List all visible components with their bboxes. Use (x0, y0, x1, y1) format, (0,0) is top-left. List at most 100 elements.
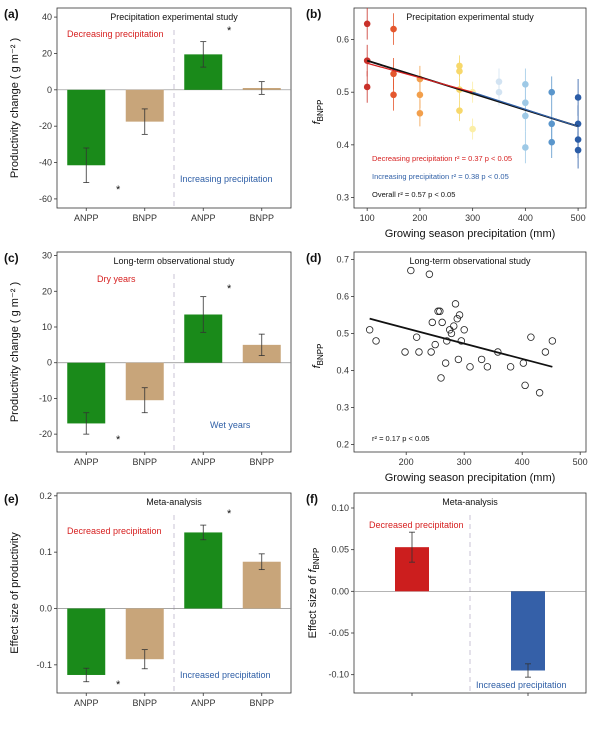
panel-a-frame (56, 7, 292, 209)
panel-b-ylabel-sub: BNPP (316, 100, 325, 122)
panel-a-ytick-label-3: 0 (47, 85, 52, 95)
panel-d-xtick-label-0: 200 (399, 457, 414, 467)
panel-d-point-6 (425, 270, 434, 278)
panel-e-xtick-label-0: ANPP (74, 698, 99, 708)
panel-d: (d) Long-term observational study fBNPP … (306, 251, 588, 484)
panel-d-point-27 (483, 363, 492, 371)
panel-e-xtick-label-3: BNPP (249, 698, 274, 708)
panel-d-ytick-label-4: 0.6 (336, 291, 349, 301)
panel-e-bars: -0.1 0.0 0.1 0.2 ANPP BNPP ANPP BNPP (36, 491, 291, 708)
panel-d-point-26 (477, 355, 486, 364)
panel-c-ytick-label-2: 0 (47, 358, 52, 368)
panel-b-fit-line-1 (367, 62, 473, 93)
panel-b-xtick-label-0: 100 (360, 213, 375, 223)
panel-d-point-30 (519, 359, 528, 367)
panel-d-frame (353, 251, 587, 453)
panel-c-ytick-label-5: 30 (42, 251, 52, 261)
panel-b-xtick-label-1: 200 (412, 213, 427, 223)
panel-c-xtick-label-0: ANPP (74, 457, 99, 467)
panel-b: (b) Precipitation experimental study fBN… (306, 7, 587, 240)
panel-b-ytick-label-1: 0.4 (336, 140, 349, 150)
panel-e-bar-2 (184, 532, 223, 609)
panel-e-right-star: * (227, 508, 232, 520)
panel-b-xtick-label-4: 500 (571, 213, 586, 223)
panel-b-frame (353, 7, 587, 209)
panel-c-left-annotation: Dry years (97, 274, 136, 284)
panel-e: (e) Meta-analysis Effect size of product… (4, 491, 292, 708)
panel-d-point-32 (527, 333, 535, 341)
panel-d-ytick-label-0: 0.2 (336, 440, 349, 450)
panel-b-point-7 (416, 91, 424, 99)
panel-d-point-0 (365, 326, 374, 334)
panel-d-point-18 (450, 322, 458, 330)
panel-b-point-0 (363, 20, 371, 28)
panel-a-letter: (a) (4, 7, 19, 21)
panel-a-right-star: * (227, 25, 232, 37)
panel-b-point-16 (495, 88, 503, 96)
panel-d-point-20 (453, 314, 461, 323)
panel-f-ylabel-sub: BNPP (312, 548, 321, 570)
panel-d-point-25 (466, 363, 474, 371)
panel-f-title: Meta-analysis (442, 497, 498, 507)
panel-c-ytick-label-0: -20 (39, 429, 52, 439)
panel-c: (c) Long-term observational study Produc… (4, 251, 292, 467)
panel-f: (f) Meta-analysis Effect size of fBNPP D… (306, 492, 587, 696)
panel-d-point-3 (407, 266, 415, 275)
panel-d-title: Long-term observational study (409, 256, 531, 266)
panel-d-point-35 (548, 337, 557, 345)
panel-e-right-annotation: Increased precipitation (180, 670, 271, 680)
panel-b-point-4 (390, 70, 397, 78)
panel-d-point-9 (431, 340, 439, 349)
panel-d-ylabel-sub: BNPP (316, 344, 325, 366)
panel-c-xtick-label-1: BNPP (132, 457, 157, 467)
panel-d-point-33 (535, 389, 544, 397)
panel-f-ytick-label-2: 0.00 (331, 586, 349, 596)
panel-d-point-12 (437, 374, 445, 382)
panel-f-right-annotation: Increased precipitation (476, 680, 567, 690)
panel-b-point-10 (456, 67, 463, 75)
panel-b-stat-increasing: Increasing precipitation r² = 0.38 p < 0… (372, 172, 509, 181)
panel-d-point-21 (454, 355, 463, 364)
panel-d-point-8 (428, 318, 436, 327)
panel-e-ytick-label-2: 0.1 (39, 547, 52, 557)
panel-c-letter: (c) (4, 251, 19, 265)
panel-a-ylabel: Productivity change ( g m⁻² ) (9, 38, 21, 178)
panel-f-bars: -0.10 -0.05 0.00 0.05 0.10 (328, 503, 586, 696)
panel-e-left-star: * (116, 679, 121, 691)
panel-b-letter: (b) (306, 7, 321, 21)
panel-b-stat-overall: Overall r² = 0.57 p < 0.05 (372, 190, 455, 199)
panel-d-letter: (d) (306, 251, 321, 265)
panel-a-left-annotation: Decreasing precipitation (67, 29, 164, 39)
panel-a-bars: -60 -40 -20 0 20 40 ANPP BNPP ANPP BNPP (39, 12, 291, 223)
panel-f-ytick-label-0: -0.10 (328, 670, 349, 680)
panel-d-point-1 (372, 337, 380, 345)
panel-a-ytick-label-5: 40 (42, 12, 52, 22)
panel-e-title: Meta-analysis (146, 497, 202, 507)
panel-b-ytick-label-3: 0.6 (336, 35, 349, 45)
panel-b-ytick-label-0: 0.3 (336, 192, 349, 202)
panel-b-point-21 (548, 88, 556, 96)
panel-c-xtick-label-3: BNPP (249, 457, 274, 467)
panel-b-fit-line-2 (472, 91, 579, 127)
panel-d-point-14 (441, 359, 450, 367)
panel-d-point-29 (506, 363, 515, 371)
panel-d-point-24 (460, 326, 468, 334)
panel-b-point-17 (522, 81, 529, 88)
panel-c-xtick-label-2: ANPP (191, 457, 216, 467)
panel-c-right-annotation: Wet years (210, 420, 251, 430)
panel-d-point-19 (451, 300, 460, 308)
panel-b-ylabel-f: f (311, 120, 323, 124)
panel-b-point-19 (522, 112, 529, 120)
panel-c-right-star: * (227, 283, 232, 295)
panel-b-point-20 (522, 144, 529, 151)
panel-b-ylabel: fBNPP (311, 100, 325, 125)
panel-c-frame (56, 251, 292, 453)
panel-b-xlabel: Growing season precipitation (mm) (385, 228, 556, 240)
panel-c-title: Long-term observational study (113, 256, 235, 266)
panel-b-ytick-label-2: 0.5 (336, 87, 349, 97)
panel-b-point-23 (548, 138, 556, 146)
panel-d-ytick-label-3: 0.5 (336, 328, 349, 338)
panel-f-ylabel-f: f (307, 569, 319, 573)
panel-a-xtick-label-1: BNPP (132, 213, 157, 223)
panel-b-stat-decreasing: Decreasing precipitation r² = 0.37 p < 0… (372, 154, 512, 163)
